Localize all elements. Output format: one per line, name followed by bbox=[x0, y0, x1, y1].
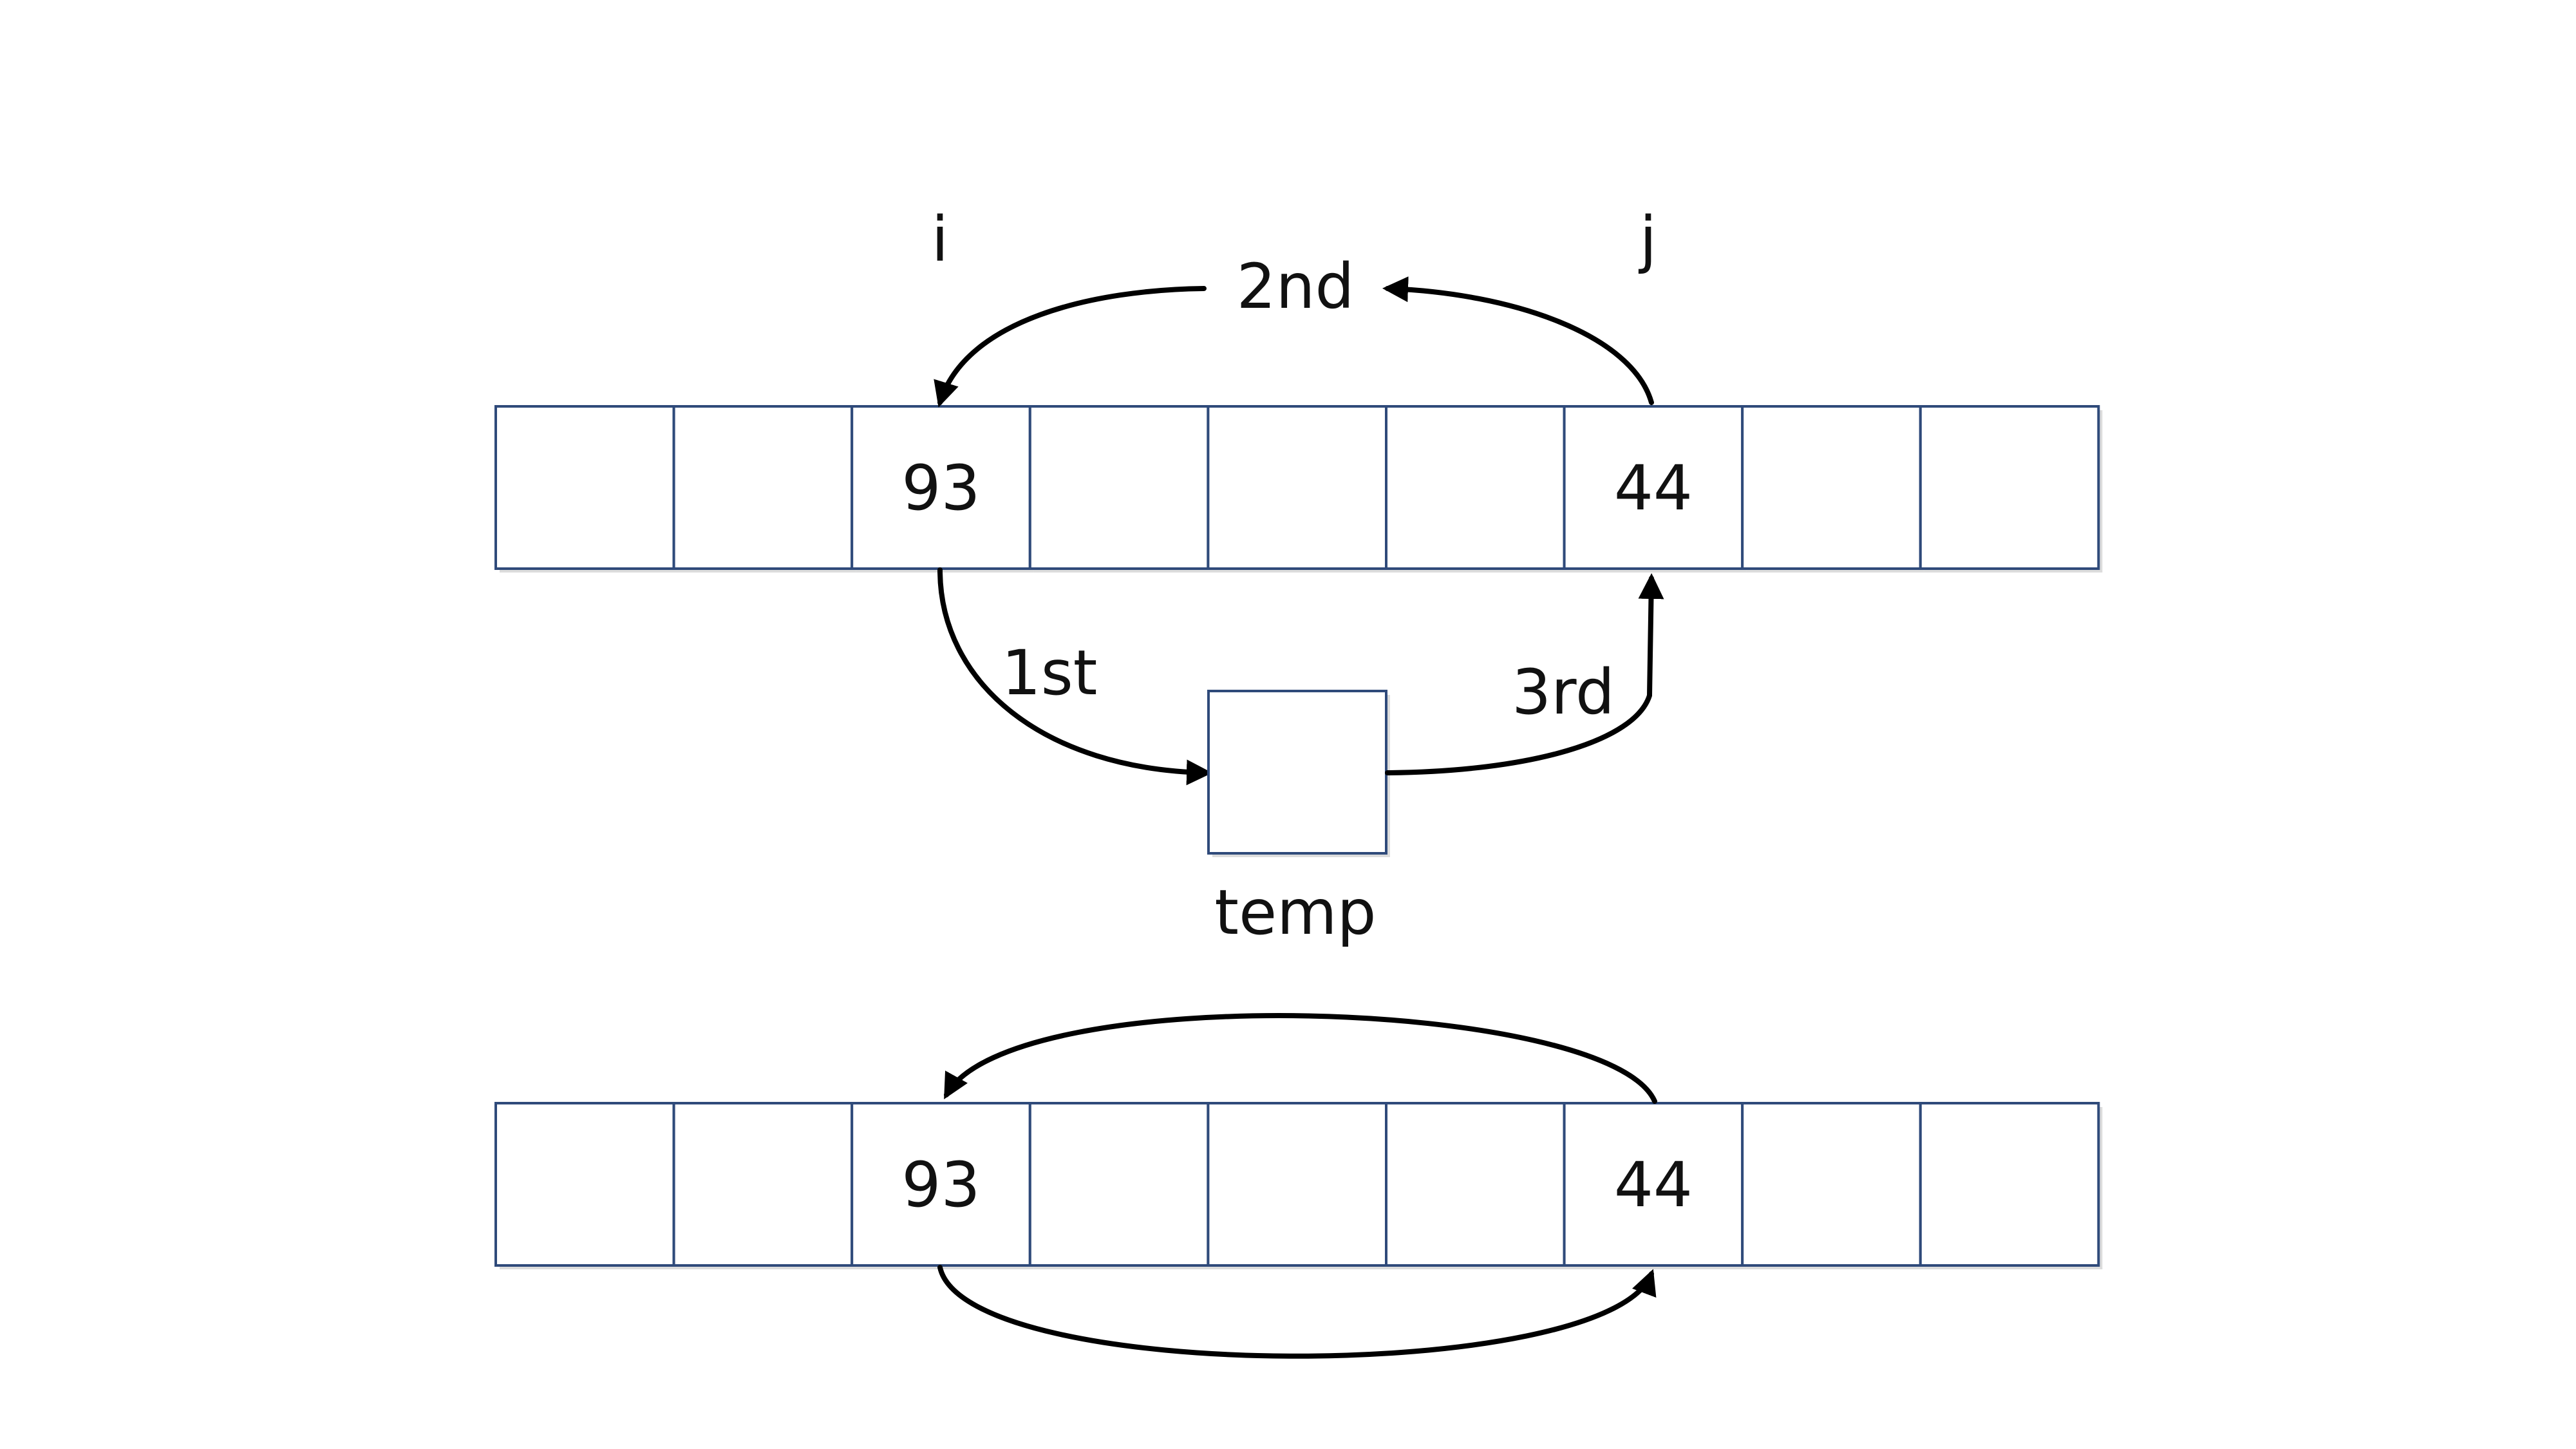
bottom-array-cell bbox=[494, 1102, 675, 1267]
step-label-first: 1st bbox=[1002, 637, 1098, 709]
arrow-second-to-i bbox=[934, 286, 1207, 408]
top-array-cell bbox=[1385, 405, 1566, 570]
arrow-second-j-to-i bbox=[1382, 276, 1654, 405]
bottom-array-cell bbox=[1385, 1102, 1566, 1267]
top-array-cell bbox=[672, 405, 854, 570]
temp-label: temp bbox=[1214, 876, 1376, 949]
bottom-array-cell bbox=[1207, 1102, 1388, 1267]
top-array-cell bbox=[1741, 405, 1922, 570]
index-label-j: j bbox=[1639, 204, 1657, 276]
bottom-array-cell bbox=[1563, 1102, 1744, 1267]
bottom-array-cell bbox=[1028, 1102, 1210, 1267]
temp-box bbox=[1207, 690, 1387, 855]
arrow-first-i-to-temp bbox=[937, 567, 1212, 786]
bottom-array: 93 44 bbox=[494, 1102, 2103, 1269]
top-array-cell bbox=[1919, 405, 2100, 570]
bottom-array-cell bbox=[1919, 1102, 2100, 1267]
top-array-cell bbox=[494, 405, 675, 570]
top-array-cell-value: 93 bbox=[901, 452, 980, 524]
step-label-second: 2nd bbox=[1237, 251, 1355, 323]
arrow-third-temp-to-j bbox=[1385, 573, 1664, 775]
index-label-i: i bbox=[932, 204, 949, 276]
step-label-third: 3rd bbox=[1512, 656, 1615, 728]
bottom-array-cell-value: 44 bbox=[1614, 1149, 1693, 1221]
bottom-array-cell-value: 93 bbox=[901, 1149, 980, 1221]
top-array-cell bbox=[1028, 405, 1210, 570]
bottom-array-cell bbox=[1741, 1102, 1922, 1267]
bottom-array-cell bbox=[672, 1102, 854, 1267]
top-array-cell-value: 44 bbox=[1614, 452, 1693, 524]
arrow-bottom-j-to-i bbox=[944, 1013, 1657, 1104]
top-array-cell bbox=[1207, 405, 1388, 570]
arrow-bottom-i-to-j bbox=[937, 1265, 1657, 1359]
top-array: 93 44 bbox=[494, 405, 2103, 573]
bottom-array-cell bbox=[851, 1102, 1031, 1267]
